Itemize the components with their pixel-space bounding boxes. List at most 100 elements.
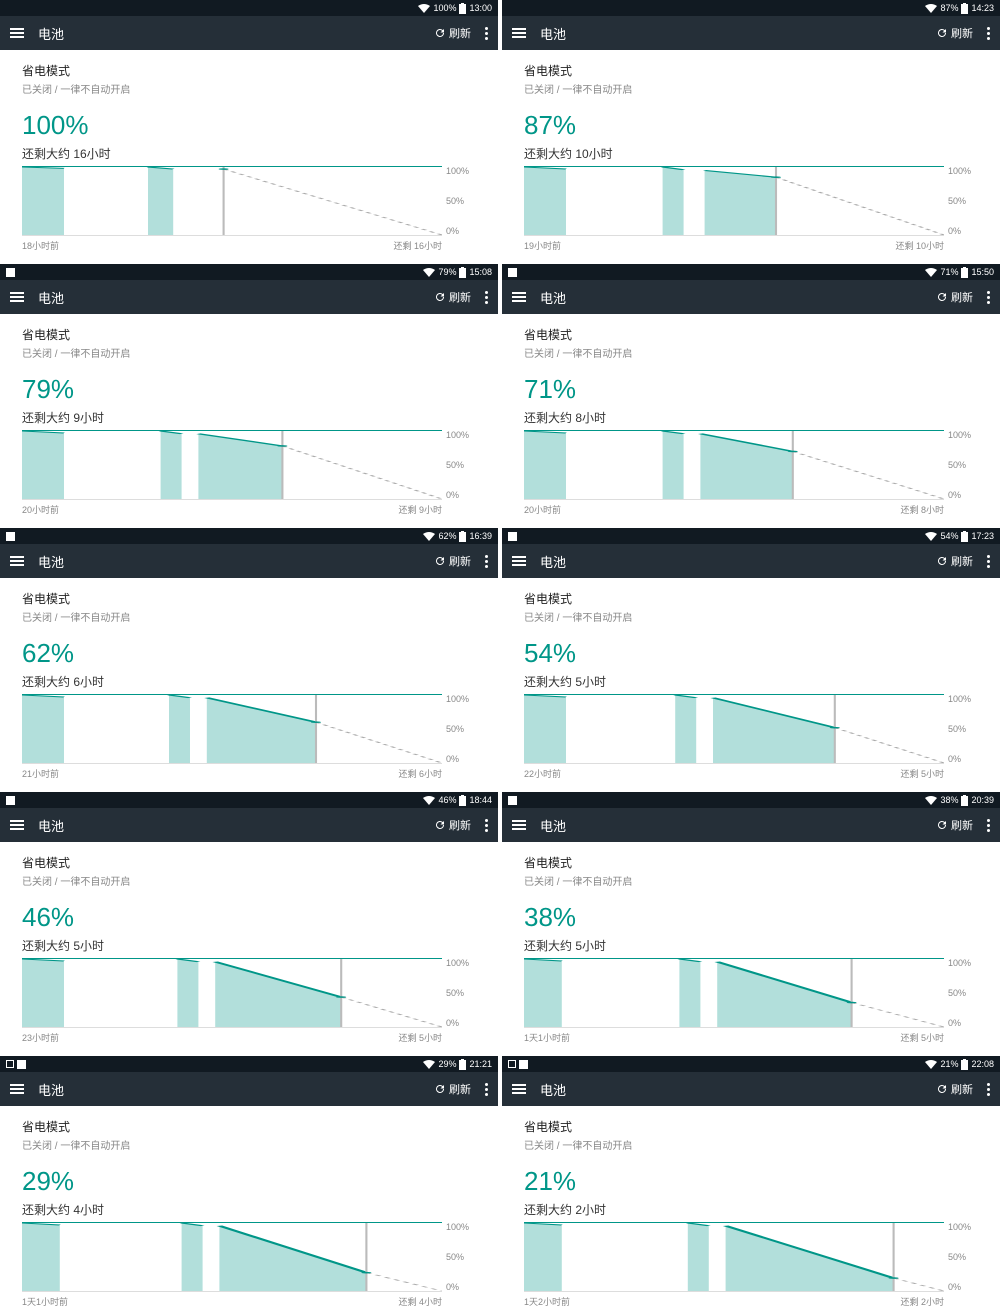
status-time: 15:08 [469, 267, 492, 277]
battery-panel: 79% 15:08 电池 刷新 省电模式 已关闭 / 一律不自动开启 79% 还… [0, 264, 498, 524]
status-battery-pct: 38% [940, 795, 958, 805]
battery-chart[interactable] [22, 958, 442, 1028]
overflow-menu-icon[interactable] [485, 1083, 488, 1096]
refresh-label: 刷新 [449, 817, 471, 833]
battery-chart[interactable] [524, 430, 944, 500]
battery-chart[interactable] [524, 166, 944, 236]
chart-x-labels: 1天1小时前 还剩 4小时 [22, 1295, 476, 1308]
power-save-mode-title[interactable]: 省电模式 [22, 590, 476, 607]
overflow-menu-icon[interactable] [987, 819, 990, 832]
battery-panel: 29% 21:21 电池 刷新 省电模式 已关闭 / 一律不自动开启 29% 还… [0, 1056, 498, 1316]
menu-icon[interactable] [512, 292, 526, 302]
power-save-mode-title[interactable]: 省电模式 [22, 326, 476, 343]
battery-chart[interactable] [22, 694, 442, 764]
power-save-mode-status: 已关闭 / 一律不自动开启 [524, 873, 978, 888]
chart-x-labels: 23小时前 还剩 5小时 [22, 1031, 476, 1044]
battery-panel: 54% 17:23 电池 刷新 省电模式 已关闭 / 一律不自动开启 54% 还… [502, 528, 1000, 788]
chart-x-left: 22小时前 [524, 767, 561, 780]
power-save-mode-status: 已关闭 / 一律不自动开启 [524, 1137, 978, 1152]
refresh-button[interactable]: 刷新 [936, 1081, 973, 1097]
chart-x-labels: 18小时前 还剩 16小时 [22, 239, 476, 252]
refresh-button[interactable]: 刷新 [936, 817, 973, 833]
overflow-menu-icon[interactable] [485, 27, 488, 40]
app-bar: 电池 刷新 [0, 1072, 498, 1106]
notification-icon [508, 268, 517, 277]
menu-icon[interactable] [512, 1084, 526, 1094]
chart-x-left: 23小时前 [22, 1031, 59, 1044]
page-title: 电池 [38, 24, 420, 43]
menu-icon[interactable] [10, 820, 24, 830]
power-save-mode-title[interactable]: 省电模式 [524, 590, 978, 607]
chart-x-left: 18小时前 [22, 239, 59, 252]
status-time: 20:39 [971, 795, 994, 805]
overflow-menu-icon[interactable] [987, 27, 990, 40]
overflow-menu-icon[interactable] [987, 1083, 990, 1096]
refresh-button[interactable]: 刷新 [434, 817, 471, 833]
chart-x-left: 1天1小时前 [524, 1031, 570, 1044]
notification-icon [6, 796, 15, 805]
battery-chart[interactable] [22, 430, 442, 500]
battery-chart[interactable] [524, 958, 944, 1028]
page-title: 电池 [38, 552, 420, 571]
status-bar: 87% 14:23 [502, 0, 1000, 16]
battery-icon [459, 1059, 466, 1070]
overflow-menu-icon[interactable] [485, 291, 488, 304]
chart-x-labels: 1天1小时前 还剩 5小时 [524, 1031, 978, 1044]
battery-chart[interactable] [524, 694, 944, 764]
menu-icon[interactable] [512, 556, 526, 566]
status-time: 14:23 [971, 3, 994, 13]
menu-icon[interactable] [512, 28, 526, 38]
menu-icon[interactable] [10, 292, 24, 302]
status-time: 22:08 [971, 1059, 994, 1069]
refresh-button[interactable]: 刷新 [434, 1081, 471, 1097]
overflow-menu-icon[interactable] [485, 555, 488, 568]
time-remaining: 还剩大约 6小时 [22, 673, 476, 692]
battery-percentage: 71% [524, 374, 978, 405]
power-save-mode-title[interactable]: 省电模式 [524, 62, 978, 79]
chart-x-left: 1天2小时前 [524, 1295, 570, 1308]
refresh-icon [936, 819, 948, 831]
battery-chart[interactable] [22, 166, 442, 236]
battery-panel: 62% 16:39 电池 刷新 省电模式 已关闭 / 一律不自动开启 62% 还… [0, 528, 498, 788]
power-save-mode-title[interactable]: 省电模式 [22, 1118, 476, 1135]
refresh-label: 刷新 [449, 289, 471, 305]
app-bar: 电池 刷新 [0, 280, 498, 314]
chart-x-left: 1天1小时前 [22, 1295, 68, 1308]
status-bar: 21% 22:08 [502, 1056, 1000, 1072]
overflow-menu-icon[interactable] [987, 291, 990, 304]
menu-icon[interactable] [10, 1084, 24, 1094]
overflow-menu-icon[interactable] [987, 555, 990, 568]
page-title: 电池 [540, 24, 922, 43]
notification-icon [519, 1060, 528, 1069]
app-bar: 电池 刷新 [0, 544, 498, 578]
overflow-menu-icon[interactable] [485, 819, 488, 832]
refresh-button[interactable]: 刷新 [434, 289, 471, 305]
wifi-icon [925, 268, 937, 277]
refresh-button[interactable]: 刷新 [434, 25, 471, 41]
refresh-icon [434, 291, 446, 303]
time-remaining: 还剩大约 5小时 [524, 937, 978, 956]
power-save-mode-title[interactable]: 省电模式 [22, 62, 476, 79]
refresh-button[interactable]: 刷新 [936, 289, 973, 305]
battery-panel: 100% 13:00 电池 刷新 省电模式 已关闭 / 一律不自动开启 100%… [0, 0, 498, 260]
refresh-button[interactable]: 刷新 [936, 25, 973, 41]
notification-icon [508, 796, 517, 805]
menu-icon[interactable] [10, 556, 24, 566]
menu-icon[interactable] [512, 820, 526, 830]
battery-chart[interactable] [524, 1222, 944, 1292]
status-time: 16:39 [469, 531, 492, 541]
status-bar: 29% 21:21 [0, 1056, 498, 1072]
refresh-button[interactable]: 刷新 [434, 553, 471, 569]
power-save-mode-title[interactable]: 省电模式 [524, 326, 978, 343]
power-save-mode-title[interactable]: 省电模式 [524, 854, 978, 871]
refresh-button[interactable]: 刷新 [936, 553, 973, 569]
power-save-mode-title[interactable]: 省电模式 [22, 854, 476, 871]
time-remaining: 还剩大约 8小时 [524, 409, 978, 428]
battery-panel: 87% 14:23 电池 刷新 省电模式 已关闭 / 一律不自动开启 87% 还… [502, 0, 1000, 260]
power-save-mode-title[interactable]: 省电模式 [524, 1118, 978, 1135]
content-area: 省电模式 已关闭 / 一律不自动开启 21% 还剩大约 2小时 100% 50%… [502, 1106, 1000, 1316]
chart-x-labels: 1天2小时前 还剩 2小时 [524, 1295, 978, 1308]
content-area: 省电模式 已关闭 / 一律不自动开启 29% 还剩大约 4小时 100% 50%… [0, 1106, 498, 1316]
battery-chart[interactable] [22, 1222, 442, 1292]
menu-icon[interactable] [10, 28, 24, 38]
